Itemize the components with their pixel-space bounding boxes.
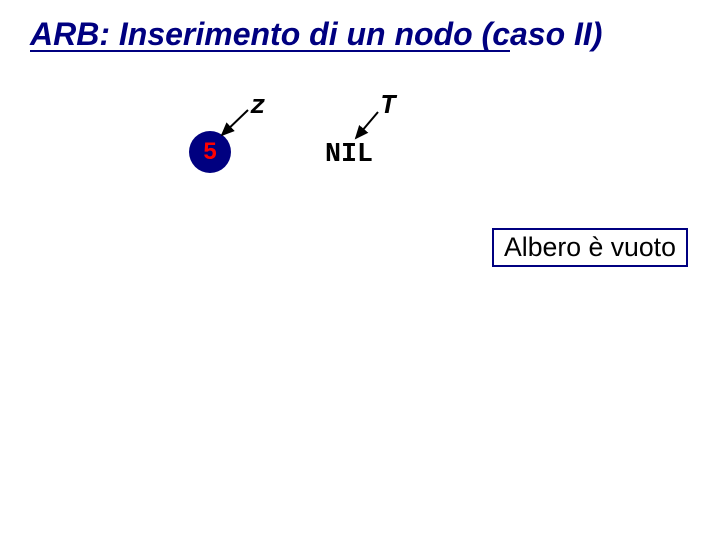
- label-nil: NIL: [325, 140, 373, 170]
- caption-box: Albero è vuoto: [492, 228, 688, 267]
- tree-node-5: 5: [189, 131, 231, 173]
- label-z: z: [250, 92, 266, 122]
- arrow-T-to-nil: [356, 112, 378, 138]
- arrow-z-to-node: [222, 110, 248, 135]
- title-underline: [30, 50, 510, 52]
- slide-title: ARB: Inserimento di un nodo (caso II): [30, 16, 602, 53]
- label-T: T: [380, 92, 396, 122]
- arrows-layer: [0, 0, 720, 540]
- tree-node-value: 5: [203, 138, 216, 166]
